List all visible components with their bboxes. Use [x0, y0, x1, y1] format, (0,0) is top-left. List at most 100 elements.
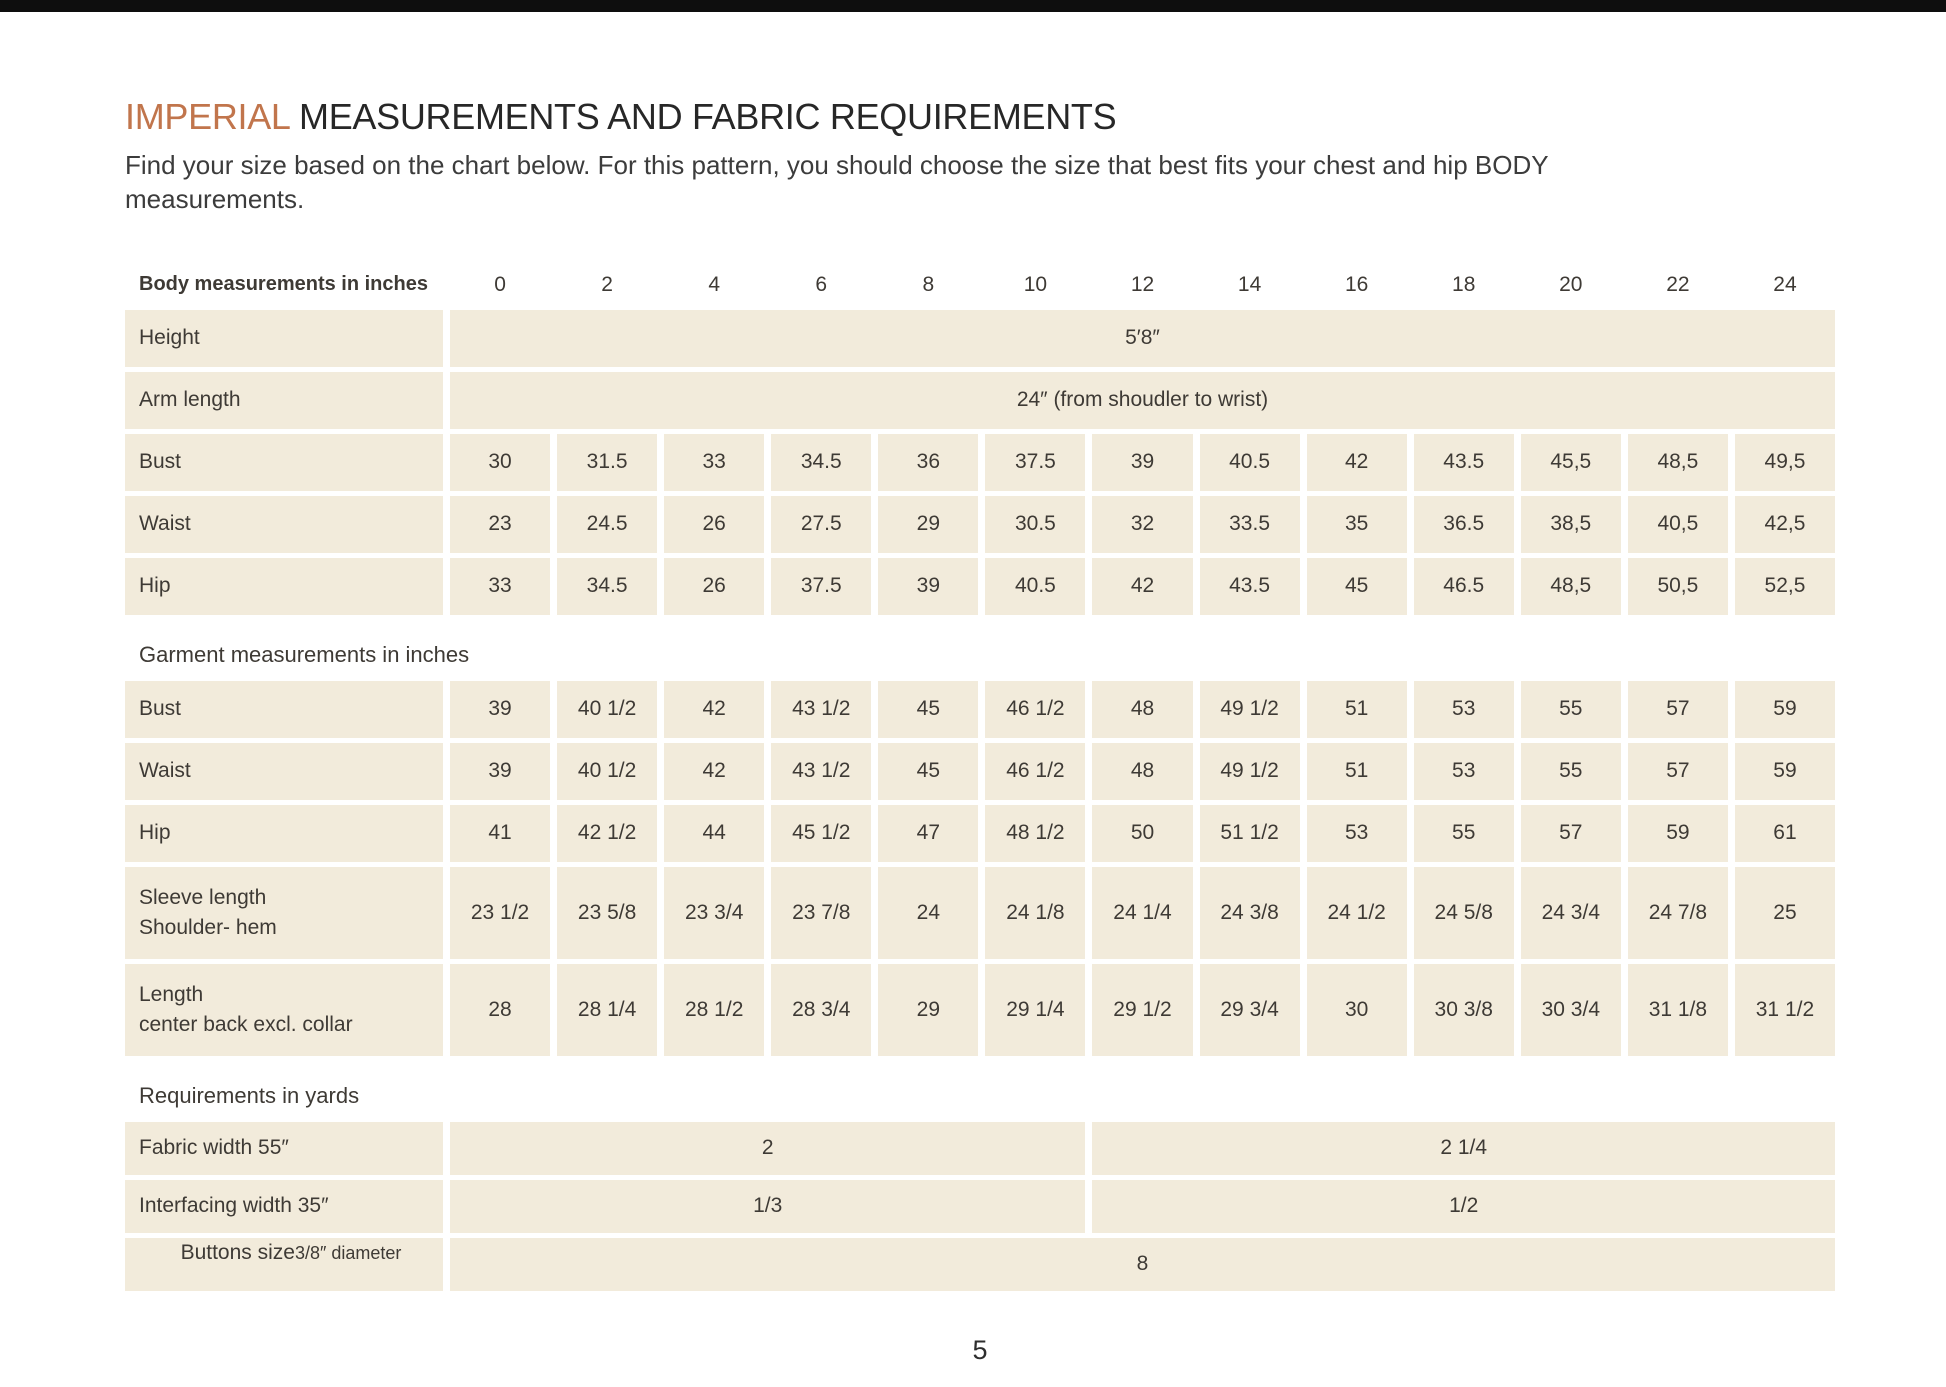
row-label: Waist — [125, 742, 443, 800]
value-cell: 55 — [1520, 742, 1621, 800]
size-column-header: 6 — [815, 272, 828, 296]
value-cell: 28 1/2 — [664, 963, 765, 1056]
value-cell: 57 — [1627, 680, 1728, 738]
value-cell: 31 1/8 — [1627, 963, 1728, 1056]
value-cell: 48 1/2 — [985, 804, 1086, 862]
size-column-header: 0 — [494, 272, 506, 296]
value-cell: 45 — [878, 680, 979, 738]
value-cell: 27.5 — [771, 495, 872, 553]
value-cell: 57 — [1627, 742, 1728, 800]
page-title-highlight: IMPERIAL — [125, 96, 290, 137]
value-cell: 49,5 — [1734, 433, 1835, 491]
value-cell: 24 3/4 — [1520, 866, 1621, 959]
value-cell: 49 1/2 — [1199, 742, 1300, 800]
value-cell: 59 — [1627, 804, 1728, 862]
merged-value-cell: 8 — [450, 1237, 1835, 1291]
value-cell: 28 1/4 — [557, 963, 658, 1056]
value-cell: 47 — [878, 804, 979, 862]
page-top-edge — [0, 0, 1946, 12]
value-cell: 32 — [1092, 495, 1193, 553]
value-cell: 42 1/2 — [557, 804, 658, 862]
requirements-section-label: Requirements in yards — [125, 1060, 1835, 1117]
value-cell: 55 — [1413, 804, 1514, 862]
value-cell: 37.5 — [771, 557, 872, 615]
value-cell: 59 — [1734, 742, 1835, 800]
value-cell: 29 1/4 — [985, 963, 1086, 1056]
value-cell: 24 3/8 — [1199, 866, 1300, 959]
row-label: Interfacing width 35″ — [125, 1179, 443, 1233]
value-cell: 42 — [664, 680, 765, 738]
value-cell: 23 3/4 — [664, 866, 765, 959]
row-label: Bust — [125, 680, 443, 738]
size-column-header: 10 — [1023, 272, 1048, 296]
size-column-header: 16 — [1344, 272, 1369, 296]
value-cell: 45 1/2 — [771, 804, 872, 862]
value-cell: 46 1/2 — [985, 742, 1086, 800]
value-cell: 31.5 — [557, 433, 658, 491]
value-cell: 24 5/8 — [1413, 866, 1514, 959]
size-table: Body measurements in inches 0 2 4 6 8 10 12 14 16… — [125, 265, 1835, 1291]
value-cell: 45,5 — [1520, 433, 1621, 491]
document-page: IMPERIAL MEASUREMENTS AND FABRIC REQUIRE… — [0, 12, 1946, 1366]
value-cell: 51 — [1306, 680, 1407, 738]
value-cell: 25 — [1734, 866, 1835, 959]
size-column-header: 18 — [1452, 272, 1476, 296]
row-label: Bust — [125, 433, 443, 491]
value-cell: 34.5 — [771, 433, 872, 491]
value-cell: 29 — [878, 963, 979, 1056]
size-column-header: 4 — [708, 272, 721, 296]
value-cell: 48 — [1092, 680, 1193, 738]
value-cell: 57 — [1520, 804, 1621, 862]
value-cell: 24 1/8 — [985, 866, 1086, 959]
value-cell: 48,5 — [1520, 557, 1621, 615]
value-cell: 41 — [450, 804, 551, 862]
value-cell: 39 — [450, 680, 551, 738]
value-cell: 35 — [1306, 495, 1407, 553]
value-cell: 48 — [1092, 742, 1193, 800]
value-cell: 40 1/2 — [557, 742, 658, 800]
merged-value-cell: 1/3 — [450, 1179, 1086, 1233]
row-label: Arm length — [125, 371, 443, 429]
value-cell: 36.5 — [1413, 495, 1514, 553]
value-cell: 30 3/8 — [1413, 963, 1514, 1056]
row-label: Length center back excl. collar — [125, 963, 443, 1056]
value-cell: 39 — [450, 742, 551, 800]
page-title: IMPERIAL MEASUREMENTS AND FABRIC REQUIRE… — [125, 96, 1946, 138]
value-cell: 46.5 — [1413, 557, 1514, 615]
value-cell: 55 — [1520, 680, 1621, 738]
value-cell: 43.5 — [1199, 557, 1300, 615]
merged-value-cell: 5′8″ — [450, 309, 1835, 367]
value-cell: 24 1/4 — [1092, 866, 1193, 959]
size-column-header: 24 — [1773, 272, 1797, 296]
page-number: 5 — [972, 1334, 988, 1365]
row-label: Buttons size 3/8″ diameter — [125, 1237, 443, 1291]
value-cell: 38,5 — [1520, 495, 1621, 553]
value-cell: 24.5 — [557, 495, 658, 553]
value-cell: 36 — [878, 433, 979, 491]
size-column-header: 12 — [1130, 272, 1155, 296]
size-column-header: 2 — [601, 272, 613, 296]
value-cell: 29 3/4 — [1199, 963, 1300, 1056]
value-cell: 29 — [878, 495, 979, 553]
merged-value-cell: 2 1/4 — [1092, 1121, 1835, 1175]
value-cell: 40.5 — [1199, 433, 1300, 491]
value-cell: 40.5 — [985, 557, 1086, 615]
value-cell: 37.5 — [985, 433, 1086, 491]
value-cell: 39 — [878, 557, 979, 615]
value-cell: 30 3/4 — [1520, 963, 1621, 1056]
row-label: Sleeve length Shoulder- hem — [125, 866, 443, 959]
value-cell: 52,5 — [1734, 557, 1835, 615]
row-label: Hip — [125, 804, 443, 862]
value-cell: 50 — [1092, 804, 1193, 862]
value-cell: 33 — [450, 557, 551, 615]
value-cell: 30 — [450, 433, 551, 491]
size-column-header: 22 — [1666, 272, 1690, 296]
row-label: Hip — [125, 557, 443, 615]
size-column-header: 8 — [922, 272, 935, 296]
value-cell: 23 — [450, 495, 551, 553]
merged-value-cell: 1/2 — [1092, 1179, 1835, 1233]
value-cell: 53 — [1306, 804, 1407, 862]
page-subtitle: Find your size based on the chart below.… — [125, 150, 1549, 215]
value-cell: 30 — [1306, 963, 1407, 1056]
value-cell: 45 — [1306, 557, 1407, 615]
